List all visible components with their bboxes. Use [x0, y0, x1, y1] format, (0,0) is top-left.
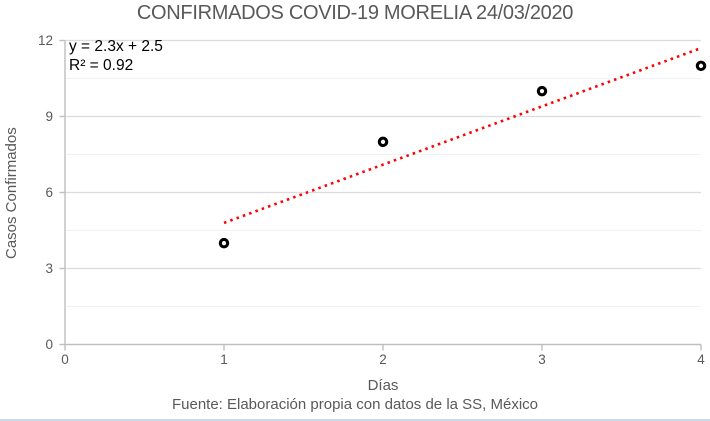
data-point	[218, 237, 230, 249]
x-axis-title: Días	[367, 377, 399, 394]
y-tick-label: 12	[38, 33, 53, 48]
data-point	[536, 85, 548, 97]
x-tick-label: 2	[379, 352, 387, 367]
y-tick-label: 3	[45, 261, 53, 276]
trendline-equation-line: y = 2.3x + 2.5	[69, 38, 163, 55]
bottom-divider	[0, 419, 710, 421]
x-tick-label: 3	[538, 352, 546, 367]
source-caption: Fuente: Elaboración propia con datos de …	[171, 396, 539, 413]
trendline-r-squared: R² = 0.92	[69, 57, 134, 74]
chart-title: CONFIRMADOS COVID-19 MORELIA 24/03/2020	[136, 2, 574, 24]
data-point	[695, 60, 707, 72]
x-tick-label: 1	[220, 352, 228, 367]
trendline	[223, 46, 702, 225]
y-axis-title: Casos Confirmados	[3, 127, 20, 259]
x-tick-label: 0	[61, 352, 69, 367]
data-point	[377, 136, 389, 148]
trendline-equation: y = 2.3x + 2.5 R² = 0.92	[69, 37, 163, 75]
y-tick-label: 6	[45, 185, 53, 200]
y-tick-label: 0	[45, 337, 53, 352]
x-tick-label: 4	[697, 352, 705, 367]
y-tick-label: 9	[45, 109, 53, 124]
